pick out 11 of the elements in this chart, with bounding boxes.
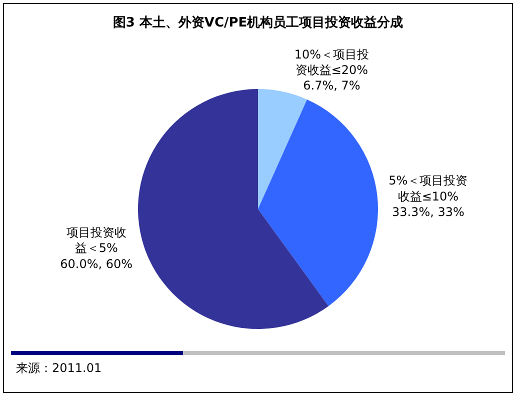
chart-title: 图3 本土、外资VC/PE机构员工项目投资收益分成	[112, 16, 404, 31]
slice-label: 5%＜项目投资收益≤10%	[388, 174, 468, 204]
slice-label: 10%＜项目投资收益≤20%	[294, 47, 370, 78]
pie-slice	[258, 89, 308, 209]
data-label: 60.0%, 60%	[60, 256, 133, 271]
data-label: 6.7%, 7%	[303, 78, 360, 93]
data-label: 33.3%, 33%	[392, 204, 464, 219]
source-note: 来源：2011.01	[16, 360, 102, 377]
pie-slice	[138, 89, 329, 329]
pie-slice	[258, 99, 378, 306]
slice-label: 项目投资收益＜5%	[66, 226, 126, 256]
